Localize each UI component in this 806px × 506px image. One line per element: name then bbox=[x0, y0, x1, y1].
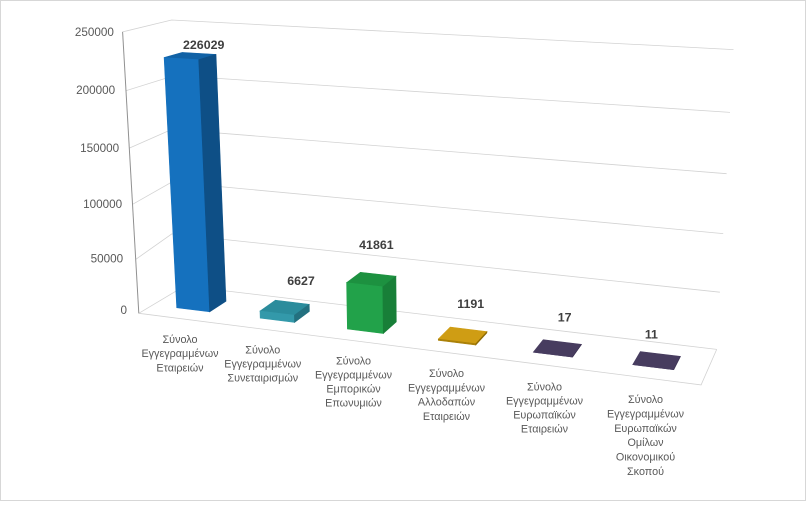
svg-text:Αλλοδαπών: Αλλοδαπών bbox=[418, 397, 475, 409]
svg-text:100000: 100000 bbox=[83, 198, 123, 211]
svg-text:50000: 50000 bbox=[91, 252, 124, 265]
svg-text:0: 0 bbox=[120, 304, 127, 317]
svg-text:Σύνολο: Σύνολο bbox=[527, 381, 562, 393]
svg-text:Εμπορικών: Εμπορικών bbox=[326, 384, 380, 396]
svg-text:Ομίλων: Ομίλων bbox=[627, 437, 663, 449]
svg-text:6627: 6627 bbox=[287, 274, 315, 288]
svg-text:Εγγεγραμμένων: Εγγεγραμμένων bbox=[408, 382, 485, 394]
svg-text:250000: 250000 bbox=[75, 26, 115, 39]
svg-text:Συνεταιρισμών: Συνεταιρισμών bbox=[227, 373, 298, 385]
svg-text:150000: 150000 bbox=[80, 142, 120, 155]
svg-text:Σύνολο: Σύνολο bbox=[628, 394, 663, 406]
svg-text:1191: 1191 bbox=[457, 297, 484, 311]
svg-text:Επωνυμιών: Επωνυμιών bbox=[325, 398, 382, 410]
svg-text:41861: 41861 bbox=[359, 238, 394, 252]
svg-text:Σύνολο: Σύνολο bbox=[336, 356, 371, 368]
svg-text:Εγγεγραμμένων: Εγγεγραμμένων bbox=[315, 370, 392, 382]
svg-text:17: 17 bbox=[558, 311, 572, 325]
svg-text:Σύνολο: Σύνολο bbox=[429, 368, 464, 380]
svg-text:Εγγεγραμμένων: Εγγεγραμμένων bbox=[141, 348, 218, 360]
svg-text:11: 11 bbox=[645, 328, 658, 342]
svg-text:Εταιρειών: Εταιρειών bbox=[521, 424, 568, 436]
svg-text:Σύνολο: Σύνολο bbox=[245, 345, 280, 357]
svg-text:Σκοπού: Σκοπού bbox=[627, 466, 664, 478]
svg-text:Ευρωπαϊκών: Ευρωπαϊκών bbox=[614, 423, 677, 435]
svg-text:Οικονομικού: Οικονομικού bbox=[616, 452, 675, 464]
svg-text:Ευρωπαϊκών: Ευρωπαϊκών bbox=[513, 410, 576, 422]
svg-text:200000: 200000 bbox=[76, 84, 116, 97]
svg-text:Εγγεγραμμένων: Εγγεγραμμένων bbox=[607, 408, 684, 420]
svg-text:Εταιρειών: Εταιρειών bbox=[156, 362, 203, 374]
svg-text:Εγγεγραμμένων: Εγγεγραμμένων bbox=[506, 395, 583, 407]
svg-text:Σύνολο: Σύνολο bbox=[162, 334, 197, 346]
svg-text:Εγγεγραμμένων: Εγγεγραμμένων bbox=[224, 359, 301, 371]
svg-text:Εταιρειών: Εταιρειών bbox=[423, 411, 470, 423]
svg-text:226029: 226029 bbox=[183, 38, 224, 52]
